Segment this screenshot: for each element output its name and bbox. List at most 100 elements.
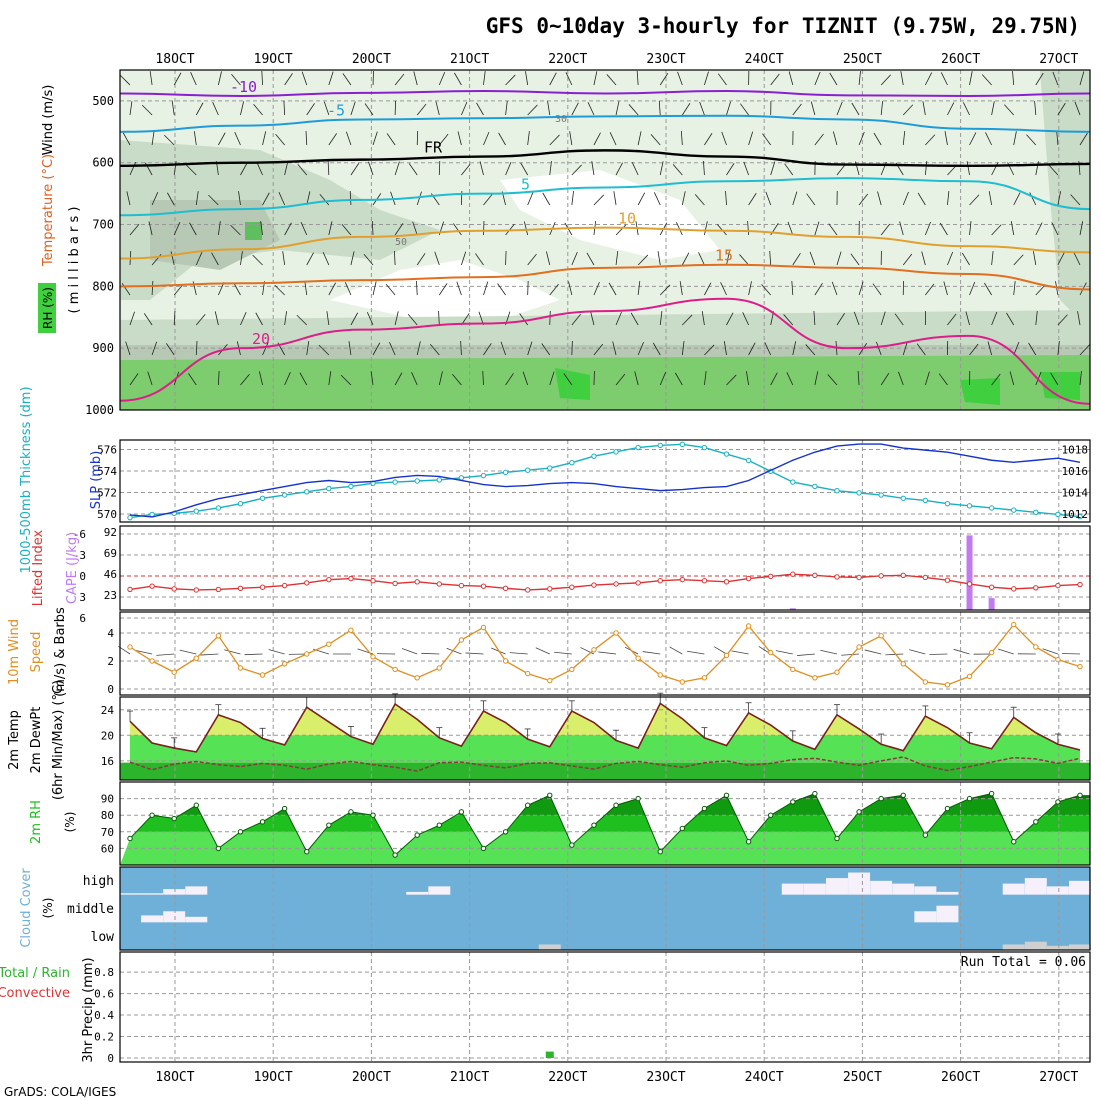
wind-barb: [805, 344, 816, 356]
thickness-point: [679, 441, 686, 448]
lifted-index-point: [569, 584, 575, 590]
wind-barb: [814, 371, 819, 386]
rh-point: [304, 849, 310, 855]
thickness-point: [900, 495, 906, 501]
cape-tick-label: 23: [104, 589, 117, 602]
wind-speed-point: [657, 672, 663, 678]
date-tick-top: 25OCT: [843, 52, 882, 67]
slp-frame: [119, 439, 1091, 523]
wind-barb: [416, 253, 426, 266]
wind-barb: [587, 102, 595, 116]
wind-barb: [792, 253, 801, 266]
wind-barb: [549, 283, 559, 296]
rh-shading: [330, 260, 560, 320]
wind-barb: [195, 102, 204, 116]
wind-barb: [505, 74, 516, 86]
wind-speed-point: [149, 658, 155, 664]
wind-barb: [1079, 132, 1088, 146]
rh-point: [480, 845, 487, 852]
date-tick-top: 24OCT: [745, 52, 784, 67]
wind-barb: [350, 251, 355, 266]
wind-barb: [1013, 281, 1016, 296]
wind-barb: [858, 193, 869, 206]
wind-barb: [765, 191, 772, 206]
wind-speed-point: [304, 651, 310, 657]
thickness-point: [856, 490, 862, 496]
rh-point: [900, 792, 906, 798]
rh-point: [370, 812, 376, 818]
temperature-contour: [119, 263, 1091, 291]
wind-barb: [1035, 284, 1046, 296]
lifted-index-point: [657, 578, 663, 584]
wind-barb: [545, 251, 551, 266]
wind-barb: [813, 311, 816, 326]
wind-barb: [171, 101, 175, 116]
wind-barb: [717, 224, 727, 236]
wind-barb: [593, 194, 604, 206]
wind-speed-point: [127, 644, 133, 650]
wind-speed-point: [414, 675, 420, 681]
wind-speed-point: [171, 669, 177, 675]
wind-barb: [991, 373, 1001, 386]
thickness-point: [944, 500, 951, 507]
wind-barb: [370, 371, 374, 386]
wind-barb: [814, 221, 820, 236]
wind-barb: [549, 161, 552, 176]
wind-units-axis-label: (m/s) & Barbs: [53, 607, 68, 697]
temp2m-frame: [119, 696, 1091, 781]
wind-barb: [593, 132, 601, 146]
wind-barb: [119, 74, 131, 86]
wind-barb: [681, 103, 691, 116]
wind-barb: [681, 252, 690, 266]
cloud-cover-bar: [1002, 883, 1025, 895]
wind-speed-point: [1077, 663, 1083, 670]
wind-barb: [483, 71, 486, 86]
wind-speed-tick-label: 4: [107, 627, 114, 640]
date-tick-bottom: 27OCT: [1039, 1070, 1078, 1085]
precip-tick-label: 0: [107, 1052, 114, 1065]
wind-barb: [429, 344, 440, 356]
lifted-index-point: [635, 580, 641, 586]
wind-barb: [679, 281, 683, 296]
wind-barb: [129, 224, 140, 236]
rh-point: [193, 802, 199, 808]
wind-barb: [498, 132, 506, 146]
wind-barb: [1070, 194, 1081, 206]
wind-barb: [371, 220, 374, 236]
wind-barb: [565, 72, 573, 86]
wind-barb: [988, 191, 993, 206]
lifted-index-point: [193, 587, 199, 593]
wind-barb: [326, 311, 330, 326]
lifted-index-point: [723, 579, 730, 585]
wind-speed-point: [701, 675, 708, 681]
wind-barb: [299, 372, 308, 386]
date-tick-bottom: 20OCT: [352, 1070, 391, 1085]
wind-barb: [1034, 101, 1037, 116]
wind-barb: [125, 341, 131, 356]
wind-barb: [170, 251, 175, 266]
wind-barb: [814, 283, 823, 296]
wind-barb: [1026, 134, 1037, 146]
wind-barb: [394, 73, 405, 86]
lifted-index-point: [171, 586, 177, 592]
thickness-point: [812, 483, 818, 490]
wind-barb: [372, 131, 378, 146]
temp-tick-label: 24: [101, 704, 115, 717]
date-tick-top: 20OCT: [352, 52, 391, 67]
wind-barb: [1057, 314, 1068, 326]
wind-barb: [571, 251, 578, 266]
surface-wind-barb: [642, 651, 661, 655]
wind-speed-point: [348, 627, 354, 633]
wind-barb: [658, 101, 661, 116]
rh-shading: [1040, 372, 1080, 400]
slp-tick-label: 1012: [1062, 508, 1089, 521]
wind-barb: [586, 252, 595, 266]
wind-barb: [924, 72, 933, 86]
wind-barb: [386, 133, 396, 146]
cloud-cover-bar: [119, 893, 141, 895]
wind-barb: [453, 223, 462, 236]
wind-barb: [637, 192, 646, 206]
wind-barb: [519, 313, 529, 326]
wind-barb: [1056, 131, 1059, 146]
thickness-point: [591, 453, 597, 459]
